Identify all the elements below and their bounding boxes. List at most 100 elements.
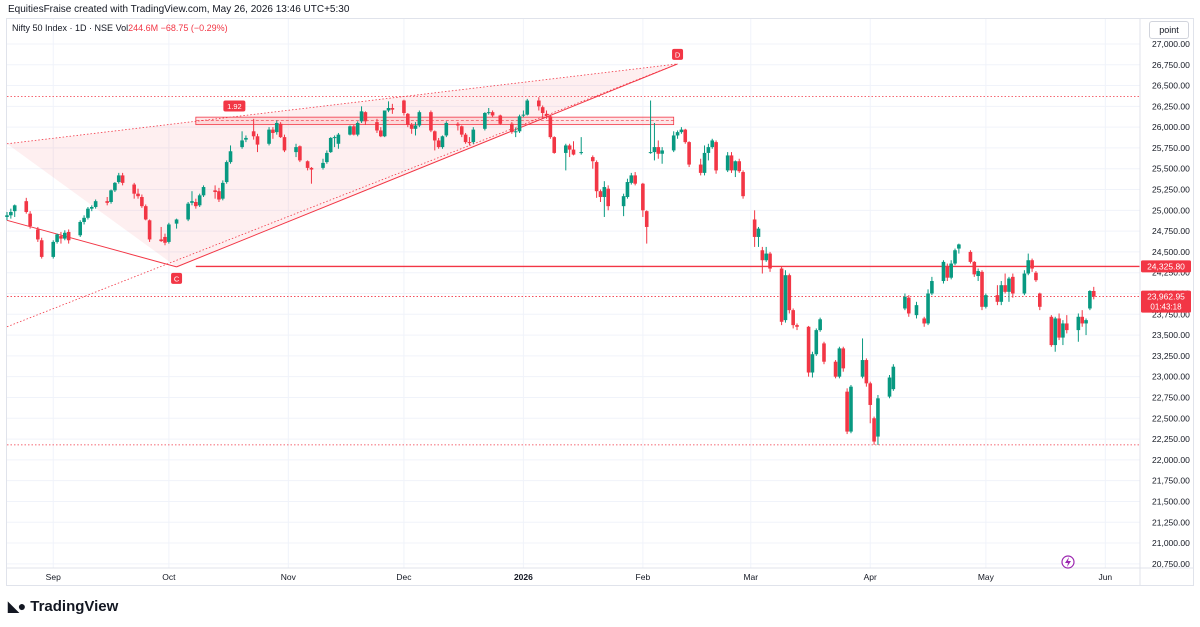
candle-body xyxy=(240,140,244,148)
candle-body xyxy=(159,239,163,242)
candle-body xyxy=(1064,323,1069,331)
candle-body xyxy=(228,151,233,163)
leg-line xyxy=(6,219,177,268)
badge-box xyxy=(223,100,246,112)
candle xyxy=(197,193,202,207)
candle xyxy=(267,127,271,146)
zone-rect xyxy=(195,116,675,126)
candle xyxy=(174,218,179,229)
candle xyxy=(760,246,765,274)
candle xyxy=(521,110,526,118)
candle-body xyxy=(656,147,661,154)
candle-body xyxy=(710,140,715,148)
candle xyxy=(1049,315,1054,347)
candle xyxy=(741,170,745,199)
candle xyxy=(594,160,599,198)
candle xyxy=(66,229,71,244)
candle xyxy=(906,295,911,317)
candle-body xyxy=(999,285,1004,302)
candle-body xyxy=(795,325,799,327)
lightning-icon[interactable] xyxy=(1061,555,1075,569)
candle-body xyxy=(86,208,90,218)
candle xyxy=(941,260,946,284)
price-tick-label: 26,000.00 xyxy=(1152,122,1190,132)
candle-body xyxy=(818,319,822,331)
candle-body xyxy=(39,240,44,257)
candle-body xyxy=(563,145,568,153)
candle xyxy=(490,110,495,118)
candle xyxy=(140,194,144,208)
unit-button[interactable]: point xyxy=(1149,21,1189,39)
candle xyxy=(641,182,645,217)
candle xyxy=(12,204,17,217)
candle xyxy=(240,131,244,149)
candle xyxy=(872,416,876,445)
candle-body xyxy=(760,250,765,261)
candle xyxy=(864,358,869,387)
candle xyxy=(143,204,148,221)
candle xyxy=(914,301,919,319)
price-tick-label: 24,250.00 xyxy=(1152,268,1190,278)
candle-body xyxy=(113,182,117,191)
candle-body xyxy=(217,191,221,200)
candle-body xyxy=(221,182,225,199)
candle-body xyxy=(953,250,957,264)
candle xyxy=(105,197,109,206)
tradingview-logo[interactable]: ◣● TradingView xyxy=(8,598,118,615)
candle xyxy=(51,240,56,259)
candle-body xyxy=(783,275,788,321)
candle-body xyxy=(82,217,86,222)
candle-body xyxy=(197,195,202,206)
candle xyxy=(363,111,368,125)
price-tick-label: 24,500.00 xyxy=(1152,247,1190,257)
candle xyxy=(980,270,984,311)
candle xyxy=(702,145,707,176)
candle-body xyxy=(309,167,314,170)
candle-body xyxy=(644,211,649,227)
candle-body xyxy=(984,295,988,307)
candle-body xyxy=(251,131,256,137)
candle xyxy=(463,132,468,144)
candle-body xyxy=(652,147,657,153)
candle-body xyxy=(687,142,691,165)
candle xyxy=(217,187,221,202)
candle xyxy=(298,145,302,163)
candle-body xyxy=(136,193,140,197)
candle xyxy=(201,185,206,198)
candle xyxy=(328,137,333,153)
candle xyxy=(224,160,229,184)
candle xyxy=(1003,273,1007,294)
candle-body xyxy=(567,145,572,150)
candle-body xyxy=(413,125,418,129)
candle-body xyxy=(930,281,934,294)
candle xyxy=(1011,273,1015,298)
candle-body xyxy=(594,162,599,192)
candle xyxy=(294,143,298,158)
candle xyxy=(814,328,819,356)
candle-body xyxy=(298,146,302,161)
candle-body xyxy=(1007,278,1011,292)
candle xyxy=(459,125,464,138)
candle-body xyxy=(906,297,911,314)
candle xyxy=(945,263,950,282)
candle xyxy=(136,188,140,199)
candle xyxy=(429,110,433,133)
candle xyxy=(710,138,715,149)
candle xyxy=(579,137,584,155)
candle xyxy=(471,127,476,144)
price-tick-label: 23,750.00 xyxy=(1152,309,1190,319)
candle-body xyxy=(1049,316,1054,346)
brand-name: TradingView xyxy=(30,598,119,615)
candle-body xyxy=(483,112,487,129)
candle-body xyxy=(440,136,445,148)
symbol-name[interactable]: Nifty 50 Index · 1D · NSE xyxy=(12,23,114,33)
candle-body xyxy=(55,234,59,242)
candle xyxy=(63,230,67,241)
candle xyxy=(86,206,90,220)
candle xyxy=(325,150,329,164)
candle xyxy=(332,135,337,148)
price-tick-label: 22,750.00 xyxy=(1152,392,1190,402)
